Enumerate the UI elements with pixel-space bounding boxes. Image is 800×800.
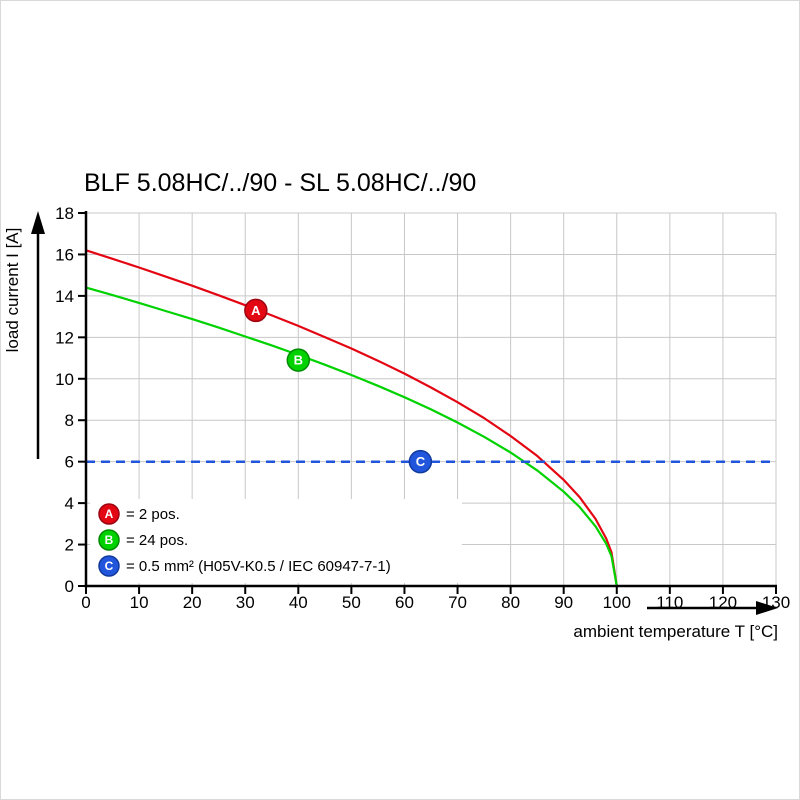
- curve-marker-letter: B: [294, 353, 303, 368]
- x-tick-label: 50: [342, 593, 361, 612]
- x-tick-label: 100: [603, 593, 631, 612]
- y-tick-label: 12: [55, 328, 74, 347]
- curve-marker-a-icon: [244, 298, 268, 323]
- x-tick-label: 70: [448, 593, 467, 612]
- curve-marker-c-icon: [408, 449, 433, 474]
- legend-marker-a-icon: [98, 503, 120, 525]
- tick-layer: 0 10 20 30 40 50 60 70 80 90 100 110 120 130024681012…: [55, 204, 790, 612]
- curve-marker-letter: C: [416, 454, 426, 469]
- legend-text: = 24 pos.: [126, 532, 188, 549]
- y-tick-label: 2: [65, 536, 74, 555]
- axes-layer: [84, 211, 777, 588]
- legend-marker-letter: A: [105, 507, 114, 521]
- y-tick-label: 18: [55, 204, 74, 223]
- y-axis-label: load current I [A]: [3, 228, 22, 353]
- legend-text: = 0.5 mm² (H05V-K0.5 / IEC 60947-7-1): [126, 558, 391, 575]
- curve-marker-b-icon: [286, 348, 311, 372]
- x-tick-label: 10: [130, 593, 149, 612]
- marker-layer: A B C: [244, 298, 433, 474]
- y-tick-label: 10: [55, 370, 74, 389]
- x-tick-label: 60: [395, 593, 414, 612]
- legend-layer: A = 2 pos. B = 24 pos. C = 0.5 mm² (H05V-K0.5…: [90, 499, 462, 583]
- x-tick-label: 0: [81, 593, 90, 612]
- y-tick-label: 4: [65, 494, 74, 513]
- x-tick-label: 30: [236, 593, 255, 612]
- series-b-curve: [85, 286, 618, 587]
- y-tick-label: 6: [65, 453, 74, 472]
- x-tick-label: 90: [554, 593, 573, 612]
- chart-title: BLF 5.08HC/../90 - SL 5.08HC/../90: [84, 169, 476, 197]
- y-tick-label: 0: [65, 577, 74, 596]
- y-tick-label: 14: [55, 287, 74, 306]
- legend-text: = 2 pos.: [126, 506, 180, 523]
- y-tick-label: 8: [65, 411, 74, 430]
- legend-marker-b-icon: [98, 529, 120, 551]
- x-axis-arrow-icon: [647, 601, 778, 615]
- x-tick-label: 40: [289, 593, 308, 612]
- y-axis-arrow-icon: [31, 211, 45, 459]
- legend-marker-letter: B: [105, 533, 114, 547]
- series-a-curve: [85, 249, 618, 587]
- y-tick-label: 16: [55, 245, 74, 264]
- curve-marker-letter: A: [251, 303, 261, 318]
- x-axis-label: ambient temperature T [°C]: [573, 622, 778, 641]
- legend-marker-letter: C: [105, 559, 114, 573]
- legend-marker-c-icon: [98, 555, 120, 577]
- legend-background: [90, 499, 462, 583]
- x-tick-label: 20: [183, 593, 202, 612]
- x-tick-label: 80: [501, 593, 520, 612]
